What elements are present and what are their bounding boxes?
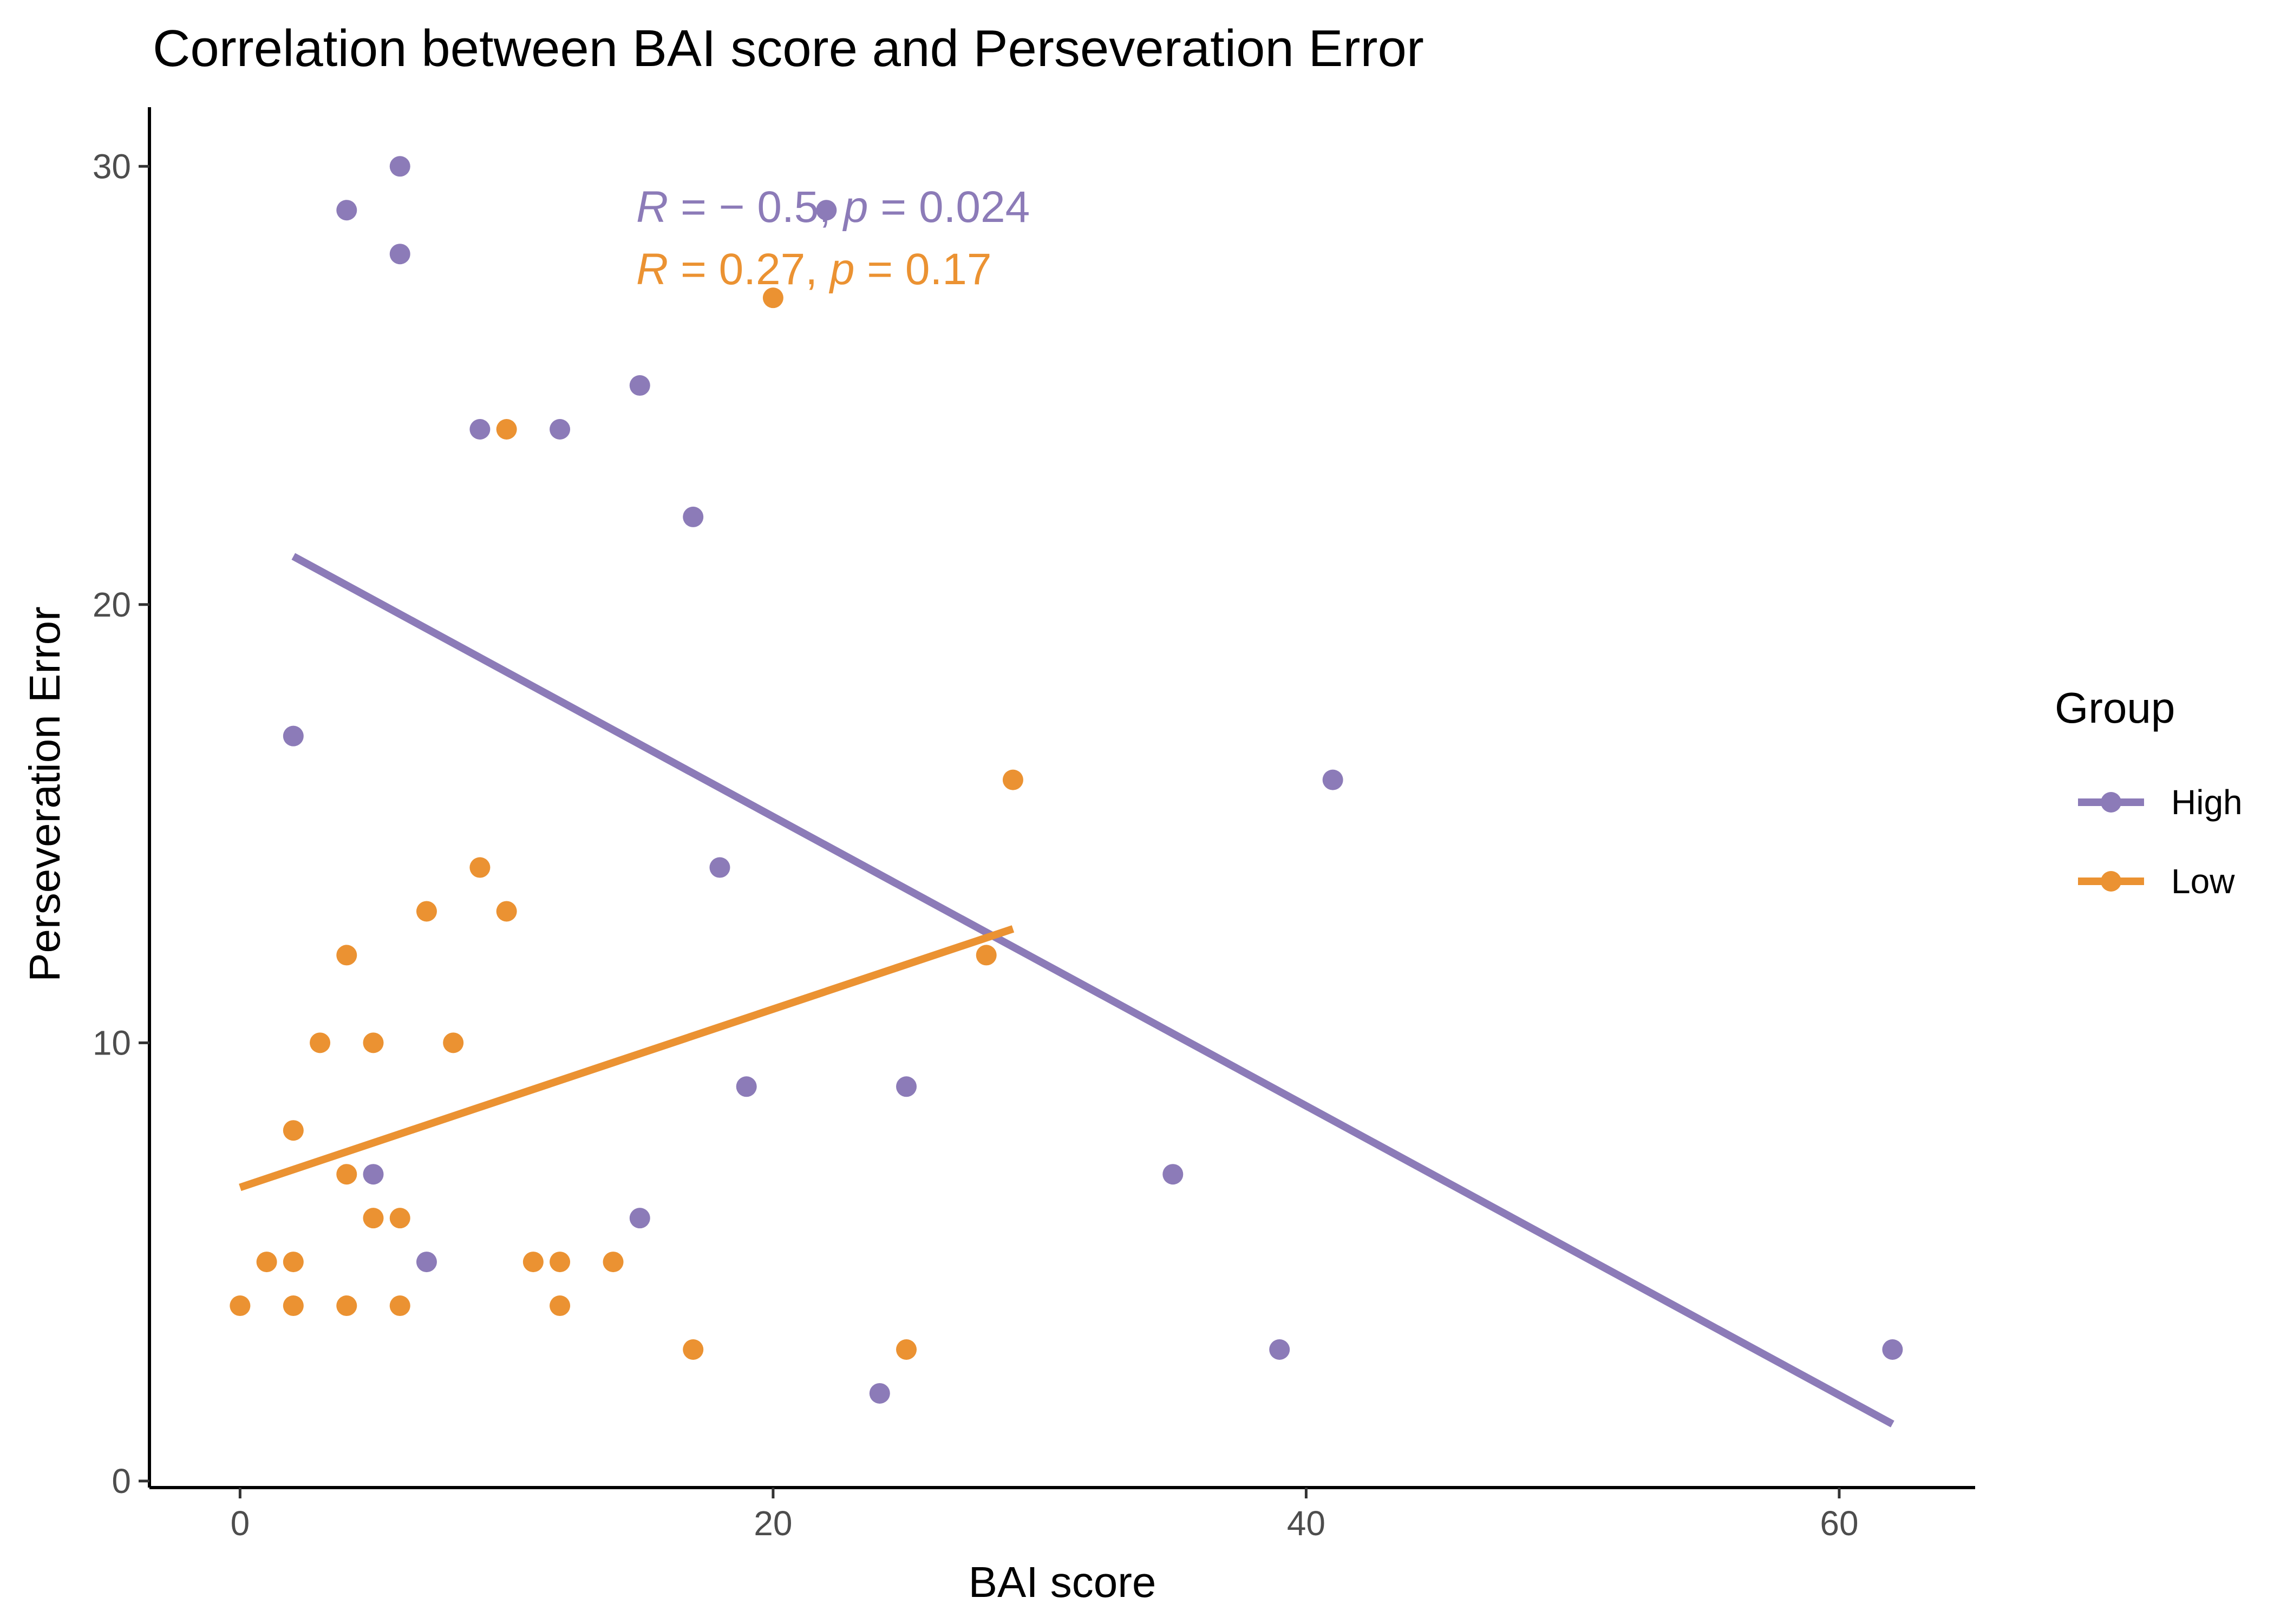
data-point-high (709, 857, 730, 878)
regression-line-low (239, 925, 1015, 1191)
data-point-low (336, 945, 357, 966)
data-point-high (389, 156, 410, 177)
data-point-low (683, 1339, 704, 1360)
data-point-high (629, 375, 650, 396)
data-point-low (443, 1032, 464, 1053)
data-point-low (976, 945, 997, 966)
legend: Group High Low (2055, 684, 2243, 901)
data-point-low (256, 1252, 277, 1273)
data-point-high (416, 1252, 437, 1273)
legend-title: Group (2055, 684, 2175, 732)
data-point-high (389, 244, 410, 265)
legend-key-point (2101, 871, 2121, 892)
data-point-low (550, 1252, 571, 1273)
x-tick-label: 60 (1820, 1504, 1858, 1543)
data-point-low (283, 1295, 304, 1317)
data-point-low (283, 1252, 304, 1273)
y-tick-label: 20 (93, 585, 131, 624)
data-point-low (363, 1032, 384, 1053)
y-tick-label: 0 (112, 1462, 131, 1501)
x-tick-label: 40 (1287, 1504, 1325, 1543)
data-point-low (896, 1339, 917, 1360)
y-tick-label: 30 (93, 147, 131, 186)
data-point-low (230, 1295, 251, 1317)
x-tick-label: 0 (231, 1504, 250, 1543)
data-point-low (389, 1208, 410, 1229)
legend-items: High Low (2078, 783, 2243, 901)
data-point-low (283, 1120, 304, 1141)
data-point-high (1269, 1339, 1290, 1360)
data-point-high (1162, 1164, 1184, 1185)
data-point-low (416, 901, 437, 922)
data-point-low (496, 419, 517, 440)
stat-annotation-low: R = 0.27, p = 0.17 (636, 245, 992, 294)
data-point-low (522, 1252, 544, 1273)
legend-label-low: Low (2171, 862, 2235, 901)
legend-label-high: High (2171, 783, 2243, 822)
data-point-high (336, 200, 357, 221)
regression-line-high (291, 553, 1894, 1427)
data-point-low (389, 1295, 410, 1317)
data-point-high (683, 506, 704, 527)
data-point-low (603, 1252, 624, 1273)
chart-title: Correlation between BAI score and Persev… (153, 19, 1424, 77)
data-point-high (896, 1076, 917, 1097)
y-axis-title: Perseveration Error (21, 606, 69, 982)
x-tick-label: 20 (754, 1504, 792, 1543)
data-points (230, 156, 1903, 1404)
data-point-high (816, 200, 837, 221)
y-tick-label: 10 (93, 1023, 131, 1062)
data-point-low (310, 1032, 331, 1053)
y-axis-ticks: 0 10 20 30 (93, 147, 149, 1501)
data-point-high (283, 725, 304, 746)
data-point-high (1882, 1339, 1903, 1360)
data-point-high (629, 1208, 650, 1229)
data-point-high (363, 1164, 384, 1185)
data-point-low (363, 1208, 384, 1229)
data-point-low (336, 1295, 357, 1317)
data-point-low (496, 901, 517, 922)
stat-annotation-high: R = − 0.5, p = 0.024 (636, 182, 1030, 232)
x-axis-title: BAI score (969, 1558, 1156, 1606)
stat-annotations: R = − 0.5, p = 0.024 R = 0.27, p = 0.17 (636, 182, 1030, 294)
axes: 0 20 40 60 0 10 20 30 (93, 107, 1975, 1543)
data-point-low (550, 1295, 571, 1317)
x-axis-ticks: 0 20 40 60 (231, 1488, 1859, 1543)
data-point-high (736, 1076, 757, 1097)
plot-area (230, 156, 1903, 1427)
data-point-high (469, 419, 491, 440)
data-point-low (336, 1164, 357, 1185)
data-point-high (869, 1383, 890, 1404)
fit-lines (239, 553, 1894, 1427)
data-point-low (762, 287, 783, 309)
legend-key-point (2101, 792, 2121, 813)
data-point-low (469, 857, 491, 878)
data-point-low (1002, 769, 1023, 790)
data-point-high (550, 419, 571, 440)
data-point-high (1322, 769, 1343, 790)
